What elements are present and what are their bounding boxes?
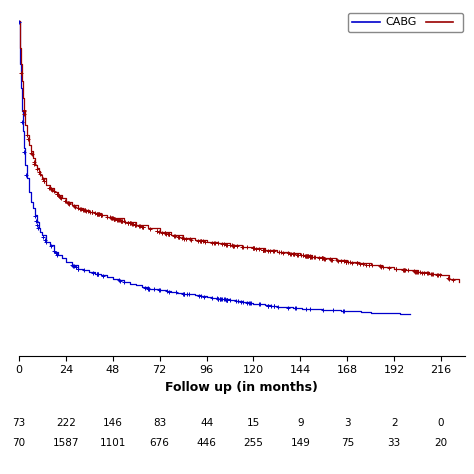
Text: 15: 15 — [247, 418, 260, 428]
Text: 149: 149 — [291, 438, 310, 448]
Text: 33: 33 — [388, 438, 401, 448]
Text: 1587: 1587 — [53, 438, 79, 448]
Text: 3: 3 — [344, 418, 351, 428]
Text: 0: 0 — [438, 418, 444, 428]
Text: 73: 73 — [12, 418, 26, 428]
Text: 20: 20 — [435, 438, 447, 448]
Text: 222: 222 — [56, 418, 76, 428]
Text: 9: 9 — [297, 418, 304, 428]
X-axis label: Follow up (in months): Follow up (in months) — [165, 381, 318, 394]
Text: 70: 70 — [12, 438, 26, 448]
Text: 75: 75 — [341, 438, 354, 448]
Text: 44: 44 — [200, 418, 213, 428]
Text: 1101: 1101 — [100, 438, 126, 448]
Text: 83: 83 — [153, 418, 166, 428]
Text: 146: 146 — [103, 418, 123, 428]
Text: 446: 446 — [197, 438, 217, 448]
Text: 255: 255 — [244, 438, 264, 448]
Legend: CABG, : CABG, — [347, 13, 464, 32]
Text: 676: 676 — [150, 438, 170, 448]
Text: 2: 2 — [391, 418, 398, 428]
